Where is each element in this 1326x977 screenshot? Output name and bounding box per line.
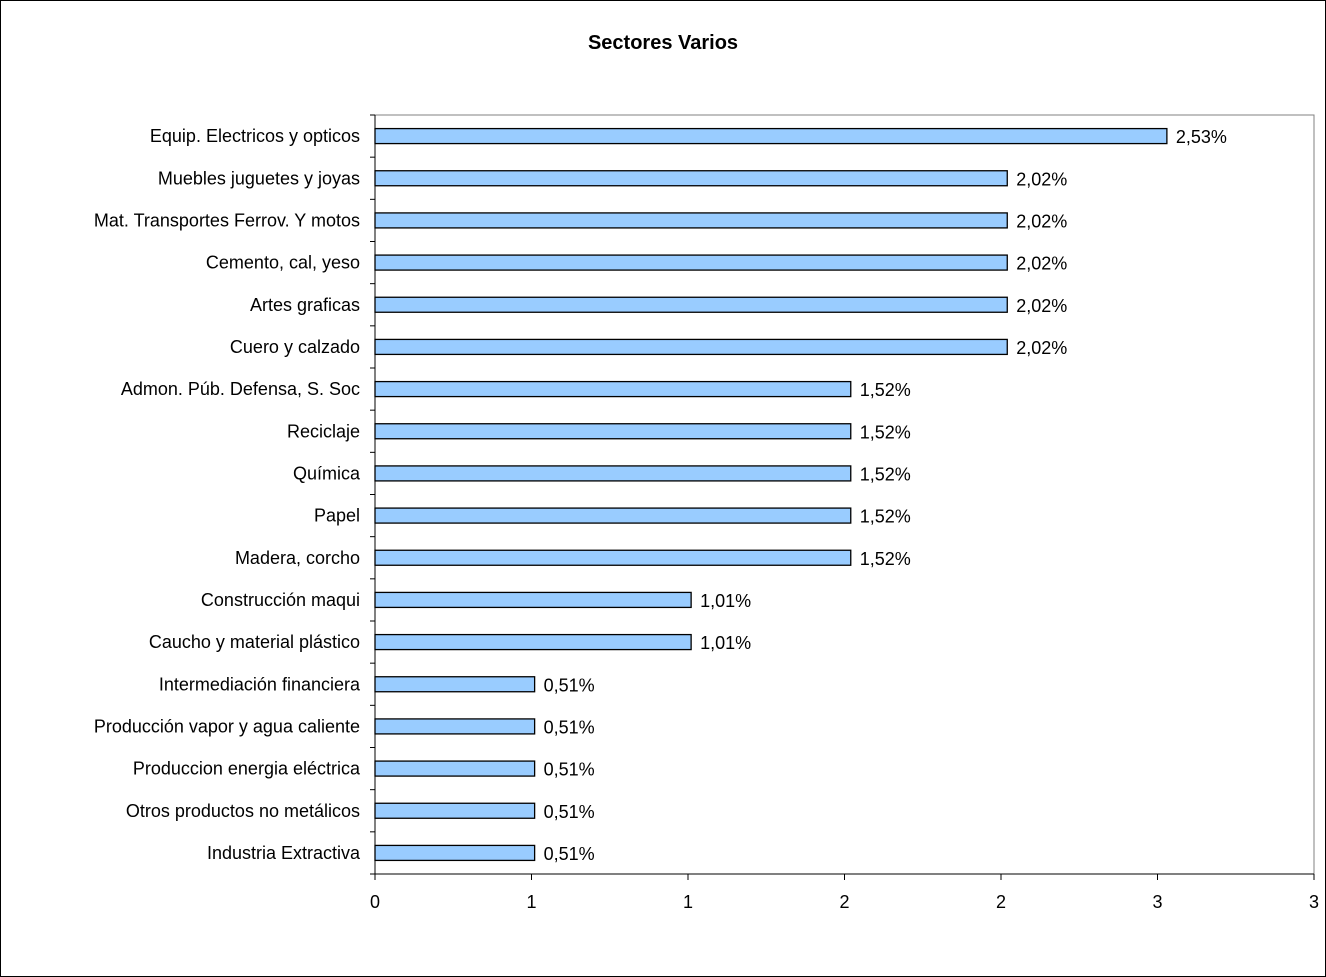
data-label: 1,01% <box>700 591 751 611</box>
data-label: 2,02% <box>1016 211 1067 231</box>
plot-area-border <box>374 114 1315 875</box>
category-label: Admon. Púb. Defensa, S. Soc <box>121 379 360 399</box>
data-label: 0,51% <box>544 844 595 864</box>
category-label: Reciclaje <box>287 421 360 441</box>
x-tick-label: 3 <box>1309 892 1319 912</box>
x-tick-label: 2 <box>839 892 849 912</box>
x-tick-label: 2 <box>996 892 1006 912</box>
x-tick-label: 0 <box>370 892 380 912</box>
category-label: Cemento, cal, yeso <box>206 253 360 273</box>
bar <box>374 380 852 398</box>
bar <box>374 633 692 651</box>
category-label: Industria Extractiva <box>207 843 361 863</box>
bar <box>374 802 536 819</box>
data-label: 2,02% <box>1016 338 1067 358</box>
category-label: Produccion energia eléctrica <box>133 759 361 779</box>
bars-group <box>374 127 1168 862</box>
bar <box>374 170 1008 187</box>
data-label: 0,51% <box>544 802 595 822</box>
bar <box>374 338 1008 356</box>
bar <box>374 844 536 862</box>
data-label: 1,52% <box>860 422 911 442</box>
category-label: Papel <box>314 506 360 526</box>
data-label: 2,02% <box>1016 169 1067 189</box>
bar <box>374 212 1008 229</box>
data-label: 1,52% <box>860 549 911 569</box>
category-label: Química <box>293 463 361 483</box>
x-tick-label: 1 <box>526 892 536 912</box>
axes: 0 1 1 2 2 3 3 <box>370 114 1319 912</box>
bar <box>374 718 536 735</box>
category-label: Madera, corcho <box>235 548 360 568</box>
category-label: Muebles juguetes y joyas <box>158 168 360 188</box>
x-tick-label: 3 <box>1152 892 1162 912</box>
data-labels: 2,53% 2,02% 2,02% 2,02% 2,02% 2,02% 1,52% 1,52%… <box>544 127 1227 864</box>
category-label: Producción vapor y agua caliente <box>94 716 360 736</box>
chart-title: Sectores Varios <box>587 32 739 54</box>
bar <box>374 296 1008 313</box>
data-label: 1,52% <box>860 464 911 484</box>
category-label: Equip. Electricos y opticos <box>150 126 360 146</box>
data-label: 1,52% <box>860 380 911 400</box>
category-label: Intermediación financiera <box>159 674 361 694</box>
category-label: Caucho y material plástico <box>149 632 360 652</box>
data-label: 2,53% <box>1176 127 1227 147</box>
bar <box>374 423 852 440</box>
bar <box>374 549 852 566</box>
data-label: 0,51% <box>544 760 595 780</box>
bar <box>374 507 852 524</box>
data-label: 0,51% <box>544 675 595 695</box>
bar <box>374 591 692 609</box>
bar <box>374 465 852 482</box>
bar <box>374 127 1168 145</box>
data-label: 2,02% <box>1016 296 1067 316</box>
category-label: Cuero y calzado <box>230 337 360 357</box>
bar <box>374 254 1008 271</box>
category-label: Artes graficas <box>250 295 360 315</box>
bar <box>374 676 536 693</box>
data-label: 2,02% <box>1016 254 1067 274</box>
category-label: Construcción maqui <box>201 590 360 610</box>
data-label: 1,52% <box>860 507 911 527</box>
category-label: Otros productos no metálicos <box>126 801 360 821</box>
x-tick-label: 1 <box>683 892 693 912</box>
data-label: 1,01% <box>700 633 751 653</box>
category-label: Mat. Transportes Ferrov. Y motos <box>94 210 360 230</box>
data-label: 0,51% <box>544 717 595 737</box>
bar <box>374 760 536 777</box>
category-labels: Equip. Electricos y opticos Muebles jugue… <box>94 126 361 863</box>
